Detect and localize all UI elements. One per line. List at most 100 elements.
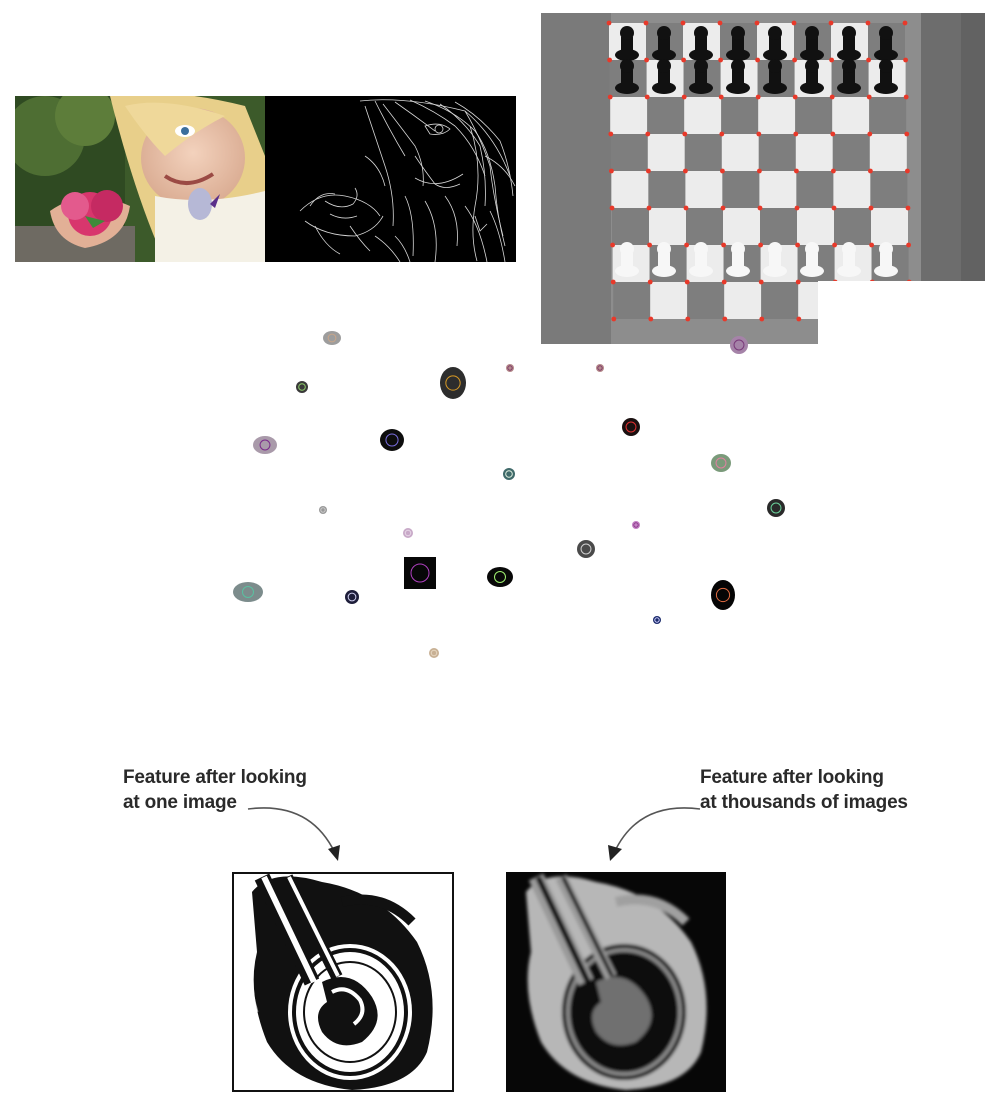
corner-point <box>755 94 761 100</box>
corner-point <box>906 242 911 248</box>
corner-point <box>794 168 799 174</box>
blob-feature <box>767 499 785 517</box>
corner-point <box>606 20 612 26</box>
corner-point <box>759 316 765 322</box>
black-chess-piece <box>689 59 713 94</box>
chess-square <box>648 171 686 208</box>
caption-one-image: Feature after looking at one image <box>123 767 307 813</box>
corner-point <box>681 57 686 63</box>
blob-feature <box>440 367 466 399</box>
chess-square <box>795 134 833 171</box>
corner-point <box>905 205 911 211</box>
chess-square <box>723 208 760 245</box>
corner-point <box>829 94 835 100</box>
corner-point <box>794 205 800 211</box>
chess-square <box>797 208 834 245</box>
corner-point <box>828 20 834 26</box>
corner-point <box>792 94 798 100</box>
corner-point <box>609 205 615 211</box>
chess-square <box>613 282 651 319</box>
blob-feature-square <box>404 557 436 589</box>
corner-point <box>902 20 908 26</box>
corner-point <box>830 131 836 137</box>
corner-point <box>722 316 728 322</box>
chess-square <box>759 171 797 208</box>
corner-point <box>684 242 689 248</box>
black-chess-piece <box>763 59 787 94</box>
blob-feature <box>711 580 735 610</box>
corner-point <box>611 316 617 322</box>
white-chess-piece <box>874 242 898 277</box>
black-chess-piece <box>615 59 639 94</box>
chess-square <box>684 134 722 171</box>
chess-square <box>834 208 871 245</box>
corner-point <box>903 94 909 100</box>
blob-feature <box>233 582 263 602</box>
corner-point <box>757 205 763 211</box>
blob-feature <box>345 590 359 604</box>
corner-point <box>758 242 763 248</box>
corner-point <box>795 242 800 248</box>
corner-point <box>683 205 689 211</box>
black-chess-piece <box>689 26 713 61</box>
feature-one-image <box>232 872 454 1092</box>
edge-map-image <box>265 96 516 262</box>
chess-square <box>758 134 796 171</box>
corner-point <box>681 94 687 100</box>
corner-point <box>608 131 614 137</box>
corner-point <box>866 57 871 63</box>
black-chess-piece <box>800 26 824 61</box>
blob-feature <box>711 454 731 472</box>
corner-point <box>644 57 649 63</box>
chess-square <box>650 282 688 319</box>
white-chess-piece <box>763 242 787 277</box>
white-chess-piece <box>726 242 750 277</box>
chess-square <box>871 208 908 245</box>
corner-point <box>903 57 908 63</box>
corner-point <box>791 20 797 26</box>
corner-point <box>869 242 874 248</box>
chess-square <box>610 134 648 171</box>
chess-square <box>647 134 685 171</box>
edge-detection-illustration <box>15 96 516 262</box>
corner-point <box>648 316 654 322</box>
black-chess-piece <box>652 26 676 61</box>
blob-feature <box>487 567 513 587</box>
chess-square <box>761 282 799 319</box>
chess-square <box>832 97 870 134</box>
corner-point <box>756 131 762 137</box>
black-chess-piece <box>652 59 676 94</box>
corner-point <box>682 131 688 137</box>
blob-feature <box>653 616 661 624</box>
blob-feature <box>403 528 413 538</box>
curved-arrow-down-left-icon <box>608 807 701 861</box>
blob-feature <box>503 468 515 480</box>
corner-point <box>868 168 873 174</box>
blob-feature-panel <box>220 320 800 665</box>
chess-square <box>686 208 723 245</box>
corner-point <box>685 316 691 322</box>
corner-point <box>865 20 871 26</box>
corner-point <box>754 20 760 26</box>
corner-point <box>680 20 686 26</box>
blob-feature <box>319 506 327 514</box>
corner-point <box>720 205 726 211</box>
corner-point <box>721 242 726 248</box>
corner-point <box>831 205 837 211</box>
photo-girl-with-flower <box>15 96 265 262</box>
corner-point <box>718 94 724 100</box>
black-chess-piece <box>837 59 861 94</box>
chess-square <box>724 282 762 319</box>
corner-point <box>721 279 727 285</box>
corner-point <box>683 168 688 174</box>
corner-point <box>607 94 613 100</box>
blob-feature <box>296 381 308 393</box>
white-overlap-block <box>818 281 985 344</box>
chess-square <box>869 134 907 171</box>
black-chess-piece <box>800 59 824 94</box>
black-chess-piece <box>837 26 861 61</box>
corner-point <box>646 168 651 174</box>
black-chess-piece <box>763 26 787 61</box>
blob-feature <box>323 331 341 345</box>
corner-point <box>717 20 723 26</box>
